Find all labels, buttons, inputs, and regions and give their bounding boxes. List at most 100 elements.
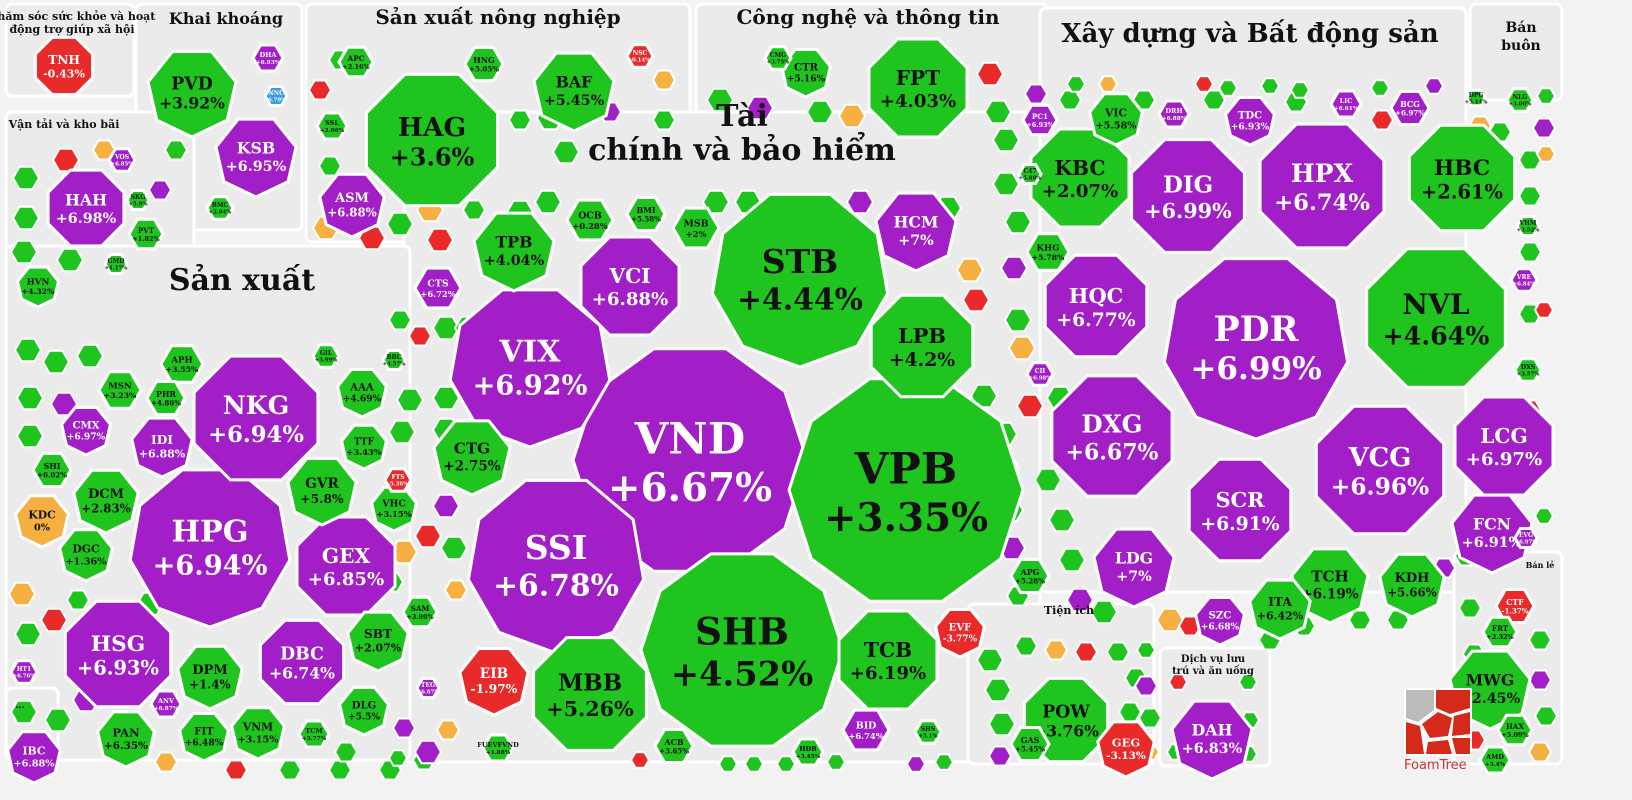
stock-cell-szc[interactable] <box>1193 596 1247 647</box>
stock-cell-hah[interactable] <box>46 168 126 248</box>
stock-cell-nsc[interactable] <box>625 43 655 69</box>
stock-cell-dgc[interactable] <box>58 528 114 583</box>
stock-cell-dha[interactable] <box>251 43 285 73</box>
stock-cell-scr[interactable] <box>1187 457 1293 563</box>
stock-cell-hbc[interactable] <box>1407 123 1517 233</box>
stock-cell-sam[interactable] <box>401 595 439 629</box>
stock-cell-dxg[interactable] <box>1050 374 1174 498</box>
stock-cell-ibc[interactable] <box>6 730 62 785</box>
stock-cell-ssi[interactable] <box>466 478 646 655</box>
stock-cell-dlg[interactable] <box>337 686 391 737</box>
stock-cell-dpg[interactable] <box>1465 88 1487 108</box>
stock-cell-asm[interactable] <box>318 172 386 239</box>
stock-cell-hvn[interactable] <box>15 265 61 309</box>
stock-cell-khg[interactable] <box>1025 232 1071 272</box>
stock-cell-ldg[interactable] <box>1092 527 1176 609</box>
stock-cell-ita[interactable] <box>1248 578 1312 641</box>
stock-cell-frt[interactable] <box>1481 615 1519 649</box>
stock-cell-vpb[interactable] <box>787 377 1025 603</box>
stock-cell-bid[interactable] <box>841 708 891 752</box>
stock-cell-vhm[interactable] <box>1515 215 1541 237</box>
stock-cell-tdc[interactable] <box>1223 96 1277 147</box>
stock-cell-gvr[interactable] <box>286 457 358 527</box>
stock-cell-eib[interactable] <box>458 647 530 717</box>
stock-cell-kbc[interactable] <box>1029 127 1131 229</box>
stock-cell-tpb[interactable] <box>472 211 556 293</box>
stock-cell-kdh[interactable] <box>1378 552 1446 619</box>
stock-cell-dig[interactable] <box>1130 138 1246 254</box>
stock-cell-cmx[interactable] <box>59 406 113 457</box>
stock-cell-hag[interactable] <box>364 72 500 208</box>
stock-cell-msb[interactable] <box>671 206 721 250</box>
stock-cell-fpt[interactable] <box>867 37 969 139</box>
stock-cell-lic[interactable] <box>1329 89 1363 119</box>
stock-cell-mbb[interactable] <box>532 636 648 752</box>
stock-cell-evf[interactable] <box>933 608 987 659</box>
stock-cell-hqc[interactable] <box>1043 253 1149 359</box>
stock-cell-hpg[interactable] <box>128 468 292 629</box>
stock-cell-cii[interactable] <box>1025 361 1055 387</box>
stock-cell-dxs[interactable] <box>1513 357 1543 383</box>
stock-cell-bmc[interactable] <box>205 195 235 221</box>
stock-cell-geg[interactable] <box>1096 720 1156 779</box>
stock-cell-nlg[interactable] <box>1505 87 1535 113</box>
stock-cell-vnm[interactable] <box>230 706 286 761</box>
stock-cell-phr[interactable] <box>145 380 187 416</box>
stock-cell-pvt[interactable] <box>127 217 165 251</box>
stock-cell-tch[interactable] <box>1290 547 1370 625</box>
stock-cell-hsg[interactable] <box>63 599 173 709</box>
stock-cell-pan[interactable] <box>96 710 156 769</box>
stock-cell-vos[interactable] <box>107 147 137 173</box>
stock-cell-gil[interactable] <box>311 343 341 369</box>
stock-cell-gas[interactable] <box>1009 726 1051 762</box>
stock-cell-nkg[interactable] <box>192 354 320 482</box>
stock-cell-hdb[interactable] <box>791 737 825 767</box>
stock-cell-fuevfvnd[interactable] <box>481 733 515 763</box>
stock-cell-msn[interactable] <box>97 370 143 410</box>
stock-cell-vcg[interactable] <box>1314 404 1446 536</box>
stock-cell-dcm[interactable] <box>72 468 140 535</box>
stock-cell-apg[interactable] <box>1009 558 1051 594</box>
stock-cell-ctg[interactable] <box>432 419 512 497</box>
stock-cell-nnc[interactable] <box>263 85 289 107</box>
stock-cell-gmd[interactable] <box>103 253 129 275</box>
stock-cell-aaa[interactable] <box>335 368 389 419</box>
stock-cell-lpb[interactable] <box>869 293 975 399</box>
stock-cell-teg[interactable] <box>415 677 441 699</box>
stock-cell-gex[interactable] <box>295 515 397 617</box>
stock-cell-hpx[interactable] <box>1258 122 1386 250</box>
stock-cell-shi[interactable] <box>31 452 73 488</box>
stock-cell-apc[interactable] <box>337 45 375 79</box>
stock-cell-fts[interactable] <box>383 467 413 493</box>
stock-cell-ksb[interactable] <box>214 117 298 199</box>
stock-cell-bbc[interactable] <box>381 349 407 371</box>
stock-cell-dah[interactable] <box>1170 699 1254 781</box>
stock-cell-pvd[interactable] <box>146 50 238 139</box>
stock-cell-acb[interactable] <box>653 728 695 764</box>
stock-cell-pdr[interactable] <box>1162 257 1350 441</box>
stock-cell-amd[interactable] <box>1478 745 1512 775</box>
stock-cell-vci[interactable] <box>579 235 681 337</box>
stock-cell-pc1[interactable] <box>1021 103 1059 137</box>
stock-cell-dpm[interactable] <box>176 644 244 711</box>
stock-cell-vnd[interactable] <box>571 347 809 573</box>
stock-cell-baf[interactable] <box>532 51 616 133</box>
stock-cell-skg[interactable] <box>125 189 151 211</box>
stock-cell-bcg[interactable] <box>1389 90 1431 126</box>
stock-cell-vhc[interactable] <box>369 485 419 533</box>
stock-cell-cts[interactable] <box>413 266 463 310</box>
stock-cell-drh[interactable] <box>1157 99 1191 129</box>
stock-cell-hng[interactable] <box>463 46 505 82</box>
stock-cell-ocb[interactable] <box>565 198 615 242</box>
stock-cell-hax[interactable] <box>1496 713 1534 747</box>
stock-cell-tcm[interactable] <box>297 719 331 749</box>
stock-cell-cmg[interactable] <box>763 45 793 71</box>
stock-cell-vre[interactable] <box>1509 267 1539 293</box>
stock-cell-c47[interactable] <box>1017 163 1043 185</box>
stock-cell-ssl[interactable] <box>315 111 349 141</box>
stock-cell-vic[interactable] <box>1088 92 1144 147</box>
stock-cell-sbt[interactable] <box>346 610 410 673</box>
stock-cell-evg[interactable] <box>1513 527 1539 549</box>
stock-cell-shb[interactable] <box>639 552 845 748</box>
stock-cell-dbc[interactable] <box>258 618 346 706</box>
